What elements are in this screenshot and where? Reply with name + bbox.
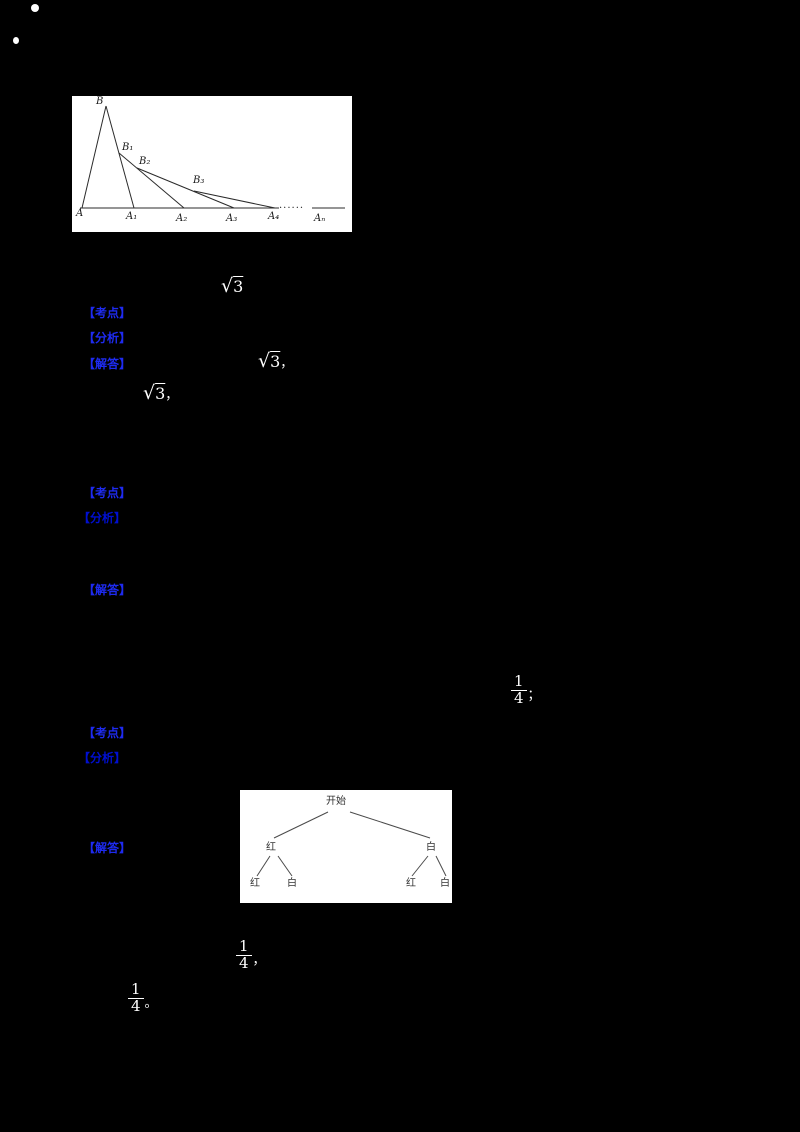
probability-tree-image: 开始 红 白 红 白 红 白 <box>240 790 452 903</box>
tree-node-white: 白 <box>426 842 436 853</box>
label-kaodian-2: 【考点】 <box>83 486 132 500</box>
punctuation: ， <box>165 388 179 403</box>
fraction-one-fourth-3: 1 4 。 <box>128 981 158 1015</box>
punctuation: ， <box>252 952 266 968</box>
numerator: 1 <box>511 673 527 691</box>
tree-node-red: 红 <box>266 842 276 853</box>
geometry-figure-lines <box>80 105 345 209</box>
sqrt3-expression-1: √3 <box>221 277 243 296</box>
figure-label-A4: A₄ <box>268 211 280 222</box>
sqrt3-expression-3: √3， <box>143 384 178 403</box>
label-jieda-2: 【解答】 <box>83 583 132 597</box>
geometry-figure-image: B B₁ B₂ B₃ A A₁ A₂ A₃ A₄ Aₙ ...... <box>72 96 352 232</box>
label-fenxi-3: 【分析】 <box>78 751 127 765</box>
figure-label-B2: B₂ <box>139 156 151 167</box>
radicand: 3 <box>233 277 244 296</box>
radicand: 3 <box>270 352 281 371</box>
radicand: 3 <box>155 384 166 403</box>
tree-leaf-red-white: 白 <box>287 878 297 889</box>
tree-leaf-white-white: 白 <box>440 878 450 889</box>
figure-label-A1: A₁ <box>126 211 138 222</box>
radical-sign: √ <box>221 275 234 297</box>
label-fenxi-1: 【分析】 <box>83 331 132 345</box>
radical-sign: √ <box>143 382 156 404</box>
figure-label-A3: A₃ <box>226 213 238 224</box>
artifact-dot <box>31 4 39 12</box>
figure-label-A2: A₂ <box>176 213 188 224</box>
fraction-one-fourth-2: 1 4 ， <box>236 938 266 972</box>
figure-label-An: Aₙ <box>314 213 326 224</box>
punctuation: ， <box>280 356 294 371</box>
tree-leaf-white-red: 红 <box>406 878 416 889</box>
label-fenxi-2: 【分析】 <box>78 511 127 525</box>
artifact-dot <box>13 37 19 44</box>
punctuation: ； <box>527 687 541 703</box>
tree-node-start: 开始 <box>326 796 346 807</box>
figure-label-B3: B₃ <box>193 175 205 186</box>
figure-label-B: B <box>96 96 104 107</box>
denominator: 4 <box>239 953 249 972</box>
punctuation: 。 <box>144 995 158 1011</box>
numerator: 1 <box>128 981 144 999</box>
tree-leaf-red-red: 红 <box>250 878 260 889</box>
label-kaodian-1: 【考点】 <box>83 306 132 320</box>
numerator: 1 <box>236 938 252 956</box>
radical-sign: √ <box>258 350 271 372</box>
label-jieda-1: 【解答】 <box>83 357 132 371</box>
figure-label-A: A <box>76 208 84 219</box>
sqrt3-expression-2: √3， <box>258 352 293 371</box>
denominator: 4 <box>514 688 524 707</box>
fraction: 1 4 <box>511 673 527 707</box>
denominator: 4 <box>131 996 141 1015</box>
label-jieda-3: 【解答】 <box>83 841 132 855</box>
figure-label-B1: B₁ <box>122 142 134 153</box>
tree-lines <box>256 811 447 877</box>
fraction-one-fourth-1: 1 4 ； <box>511 673 541 707</box>
figure-baseline-ellipsis: ...... <box>279 200 305 211</box>
fraction: 1 4 <box>236 938 252 972</box>
fraction: 1 4 <box>128 981 144 1015</box>
label-kaodian-3: 【考点】 <box>83 726 132 740</box>
